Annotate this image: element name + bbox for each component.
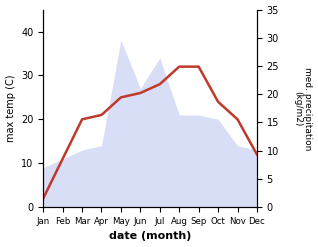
X-axis label: date (month): date (month) bbox=[109, 231, 191, 242]
Y-axis label: max temp (C): max temp (C) bbox=[5, 75, 16, 142]
Y-axis label: med. precipitation
(kg/m2): med. precipitation (kg/m2) bbox=[293, 67, 313, 150]
